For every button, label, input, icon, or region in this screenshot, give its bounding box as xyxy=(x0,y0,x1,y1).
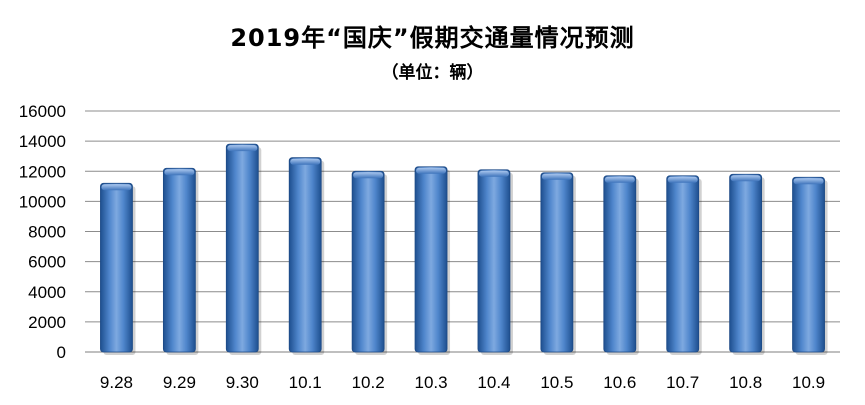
y-tick-label: 4000 xyxy=(28,283,66,302)
gridlines xyxy=(85,110,840,353)
bar xyxy=(477,169,513,355)
y-tick-label: 8000 xyxy=(28,223,66,242)
bar xyxy=(100,182,136,355)
bar xyxy=(288,157,325,355)
x-tick-label: 10.1 xyxy=(289,373,322,392)
y-tick-label: 0 xyxy=(57,343,66,362)
bars xyxy=(100,143,828,355)
x-tick-label: 10.9 xyxy=(792,373,825,392)
bar xyxy=(162,167,199,355)
bar xyxy=(666,175,702,355)
y-tick-label: 16000 xyxy=(19,102,66,121)
bar xyxy=(729,173,765,355)
bar xyxy=(792,176,828,355)
x-tick-label: 10.4 xyxy=(477,373,510,392)
y-tick-label: 2000 xyxy=(28,313,66,332)
x-tick-label: 10.6 xyxy=(603,373,636,392)
y-axis-ticks: 0 2000 4000 6000 8000 10000 12000 14000 16000 xyxy=(19,102,66,362)
bar xyxy=(351,170,388,355)
x-tick-label: 9.28 xyxy=(100,373,133,392)
x-tick-label: 9.29 xyxy=(163,373,196,392)
x-tick-label: 10.8 xyxy=(729,373,762,392)
y-tick-label: 10000 xyxy=(19,192,66,211)
x-tick-label: 10.5 xyxy=(540,373,573,392)
y-tick-label: 12000 xyxy=(19,162,66,181)
x-tick-label: 9.30 xyxy=(226,373,259,392)
chart-title: 2019年“国庆”假期交通量情况预测 xyxy=(230,24,635,52)
x-tick-label: 10.7 xyxy=(666,373,699,392)
chart-subtitle: （单位：辆） xyxy=(381,63,484,83)
x-tick-label: 10.2 xyxy=(352,373,385,392)
x-axis-ticks: 9.28 9.29 9.30 10.1 10.2 10.3 10.4 10.5 10.6 10.7… xyxy=(100,373,825,392)
bar xyxy=(603,175,639,355)
bar xyxy=(540,172,576,355)
y-tick-label: 14000 xyxy=(19,132,66,151)
x-tick-label: 10.3 xyxy=(414,373,447,392)
y-tick-label: 6000 xyxy=(28,253,66,272)
bar xyxy=(414,166,451,355)
bar xyxy=(225,143,262,355)
